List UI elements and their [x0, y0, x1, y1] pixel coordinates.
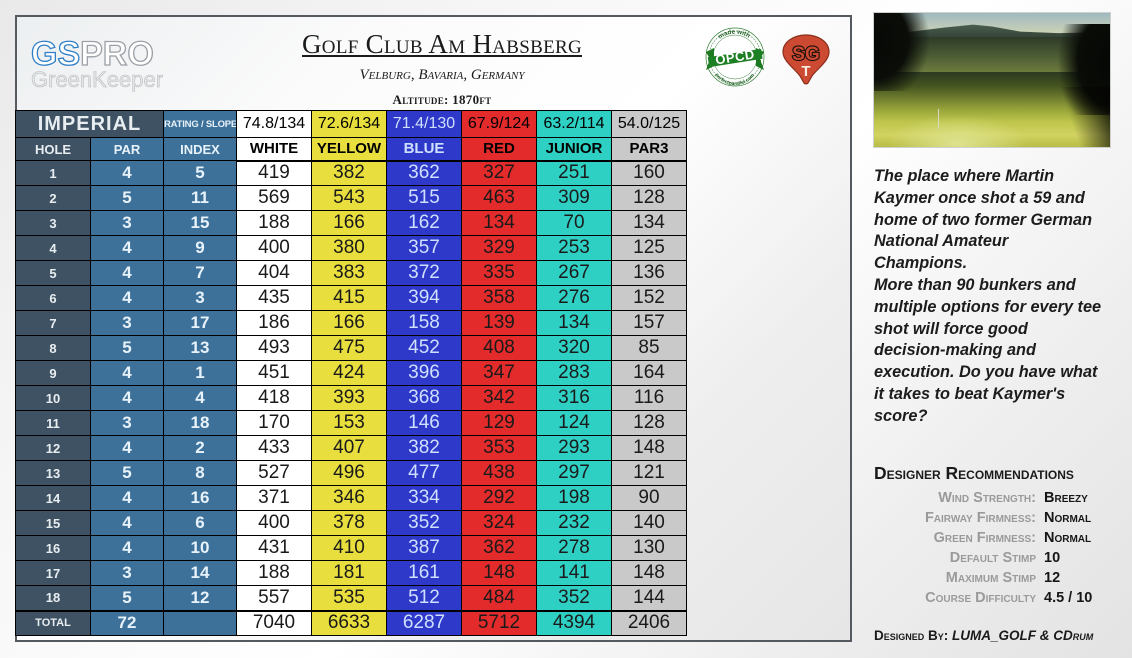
svg-text:T: T — [801, 63, 810, 80]
svg-text:SG: SG — [792, 44, 819, 65]
